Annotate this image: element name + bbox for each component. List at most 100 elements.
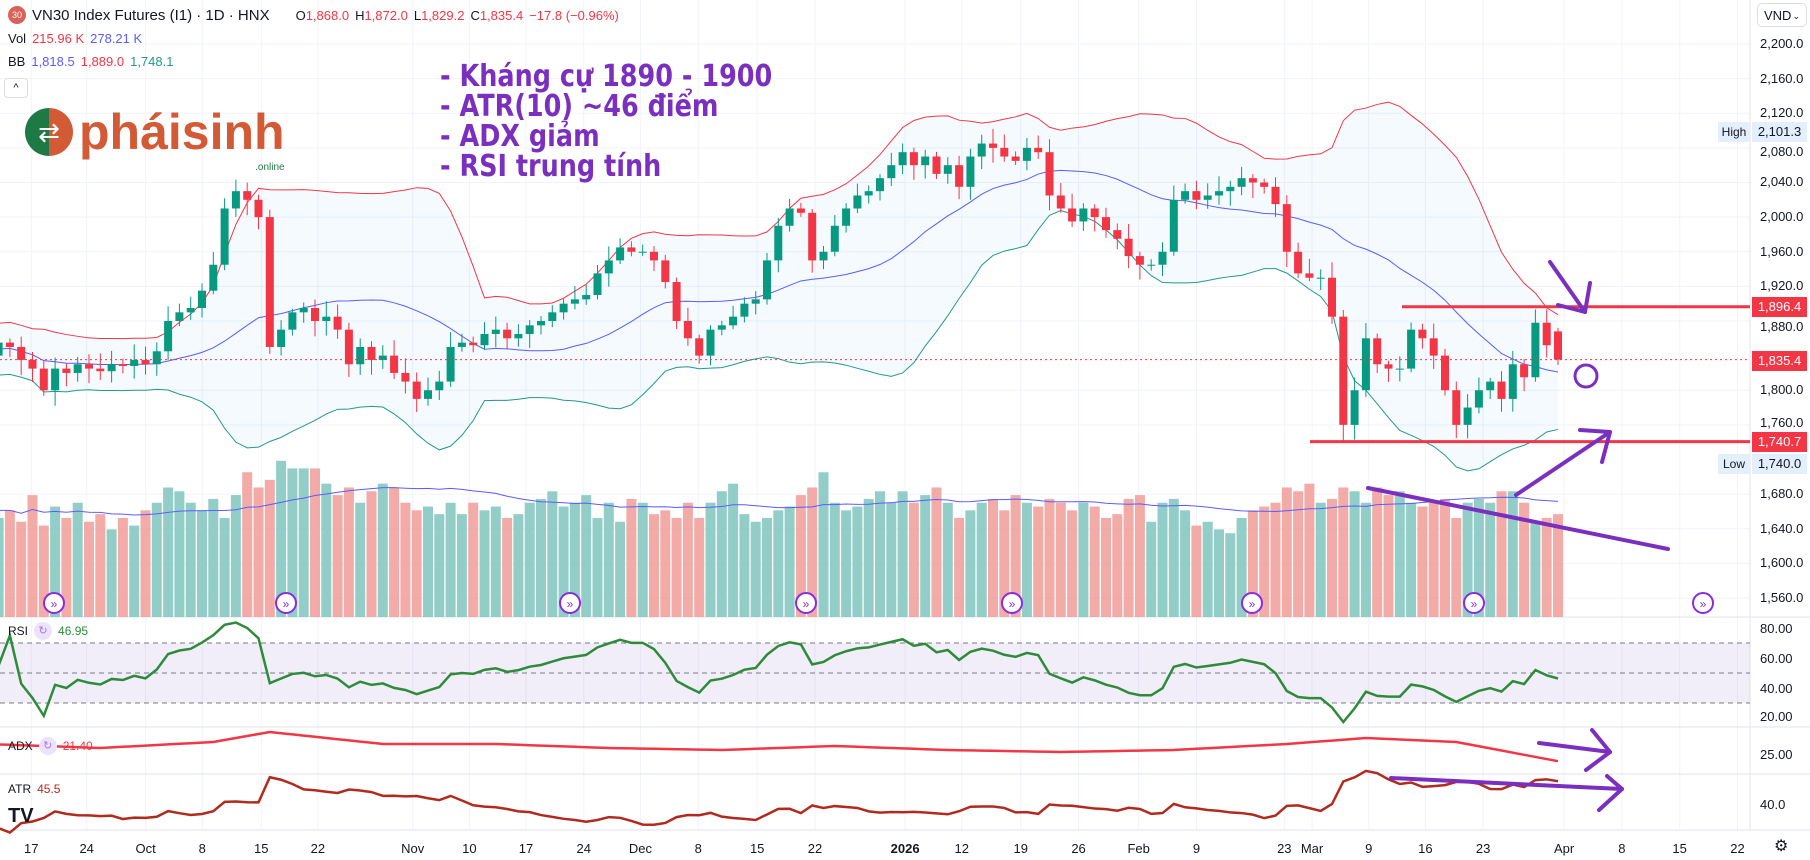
volume-bar [456,514,467,617]
candle-body [1022,147,1031,161]
volume-bar [0,517,4,617]
candle-body [1463,407,1472,425]
event-arrow-icon: » [51,597,58,611]
low-tag-label: Low [1718,454,1750,474]
atr-legend[interactable]: ATR 45.5 [8,782,60,796]
support-arrow [1514,430,1612,497]
phaisinh-logo: ⇄ pháisinh .online [25,107,285,173]
volume-bar [784,506,795,617]
candle-body [876,178,884,192]
candle-body [683,320,692,339]
candle-body [853,195,862,209]
adx-label: ADX [8,739,33,753]
candle-body [1418,329,1427,339]
atr-tick: 40.0 [1760,797,1786,812]
tradingview-logo[interactable]: TV [8,805,34,827]
volume-bar [264,479,275,617]
candle-body [344,329,353,365]
volume-bar [1428,502,1439,617]
date-tick: 9 [1192,841,1201,856]
high-value: 1,872.0 [364,7,408,23]
bb-label: BB [8,54,26,69]
rsi-line [0,621,1559,725]
date-tick: 17 [23,841,39,856]
volume-bar [253,487,264,617]
volume-bar [1553,514,1563,617]
volume-bar [310,468,320,617]
bb-legend[interactable]: BB 1,818.5 1,889.0 1,748.1 [8,54,173,69]
candle-body [96,368,105,372]
candle-body [514,333,523,339]
volume-bar [660,510,671,617]
high-tag-label: High [1718,122,1750,142]
candle-body [1554,331,1562,360]
note-line: - ADX giảm [440,119,600,154]
price-tick: 1,560.0 [1760,589,1804,605]
volume-bar [1112,514,1123,617]
candle-body [1452,390,1461,425]
adx-legend[interactable]: ADX ↻ 21.40 [8,737,93,755]
atr-value: 45.5 [37,782,61,796]
date-tick: 9 [1365,841,1373,856]
candle-body [164,320,173,352]
candle-body [1305,273,1314,278]
volume-bar [1304,483,1315,617]
candle-body [73,364,82,373]
volume-bar [366,491,377,617]
volume-legend[interactable]: Vol 215.96 K 278.21 K [8,31,142,46]
volume-bar [762,517,772,617]
volume-bar [1021,502,1032,617]
atr-line [0,769,1559,834]
volume-bar [1338,487,1349,617]
volume-bar [1462,502,1473,617]
candle-body [1215,191,1223,196]
volume-bar [1383,495,1394,617]
volume-bar [468,502,479,617]
candle-body [740,303,749,317]
rsi-legend[interactable]: RSI ↻ 46.95 [8,622,88,640]
date-tick: Dec [628,841,652,856]
symbol-title[interactable]: VN30 Index Futures (I1) · 1D · HNX [32,6,270,24]
candle-body [265,217,274,347]
open-value: 1,868.0 [305,7,350,23]
candle-body [1474,390,1483,408]
candle-body [28,359,37,369]
candle-body [695,338,704,356]
low-tag: 1,740.0 [1752,454,1807,474]
candle-body [209,264,218,291]
price-tick: 1,760.0 [1760,415,1804,430]
price-tick: 2,000.0 [1760,209,1804,225]
date-tick: Nov [401,841,425,856]
candle-body [1124,238,1133,257]
candle-body [446,346,455,382]
candle-body [729,316,738,326]
volume-bar [1406,502,1417,617]
change-value: −17.8 (−0.96%) [529,7,619,23]
volume-bar [1134,495,1145,617]
volume-bar [208,498,219,617]
candle-body [887,165,896,179]
volume-bar [106,529,117,617]
candle-body [751,299,760,304]
candle-body [469,342,478,346]
price-tick: 1,920.0 [1760,278,1804,294]
support-price-tag: 1,740.7 [1752,432,1807,452]
chevron-up-icon[interactable]: ^ [4,78,28,98]
volume-bar [1315,502,1326,617]
event-arrow-icon: » [1009,597,1016,611]
candle-body [333,316,342,330]
volume-bar [1214,529,1224,617]
volume-bar [1247,510,1258,617]
settings-gear-icon[interactable]: ⚙ [1774,838,1789,855]
candle-body [1226,186,1235,192]
currency-select[interactable]: VND ⌄ [1757,3,1807,27]
volume-bar [705,502,716,617]
volume-bar [1146,521,1157,617]
price-tick: 1,800.0 [1760,382,1804,398]
volume-bar [38,525,49,617]
volume-bar [1033,506,1044,617]
candle-body [537,320,545,326]
candle-body [457,342,466,347]
price-tick: 1,600.0 [1760,555,1804,571]
